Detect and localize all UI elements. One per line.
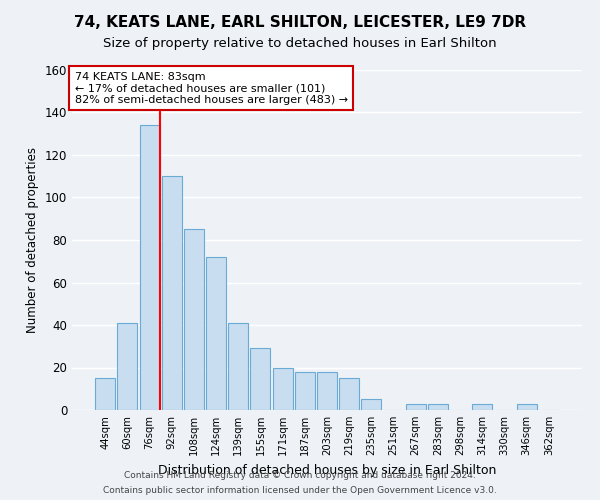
Bar	[295, 372, 315, 410]
Bar	[339, 378, 359, 410]
X-axis label: Distribution of detached houses by size in Earl Shilton: Distribution of detached houses by size …	[158, 464, 496, 476]
Text: Contains HM Land Registry data © Crown copyright and database right 2024.: Contains HM Land Registry data © Crown c…	[124, 471, 476, 480]
Bar	[272, 368, 293, 410]
Bar	[228, 323, 248, 410]
Bar	[140, 125, 160, 410]
Bar	[184, 230, 204, 410]
Bar	[406, 404, 426, 410]
Bar	[162, 176, 182, 410]
Text: Contains public sector information licensed under the Open Government Licence v3: Contains public sector information licen…	[103, 486, 497, 495]
Bar	[317, 372, 337, 410]
Bar	[250, 348, 271, 410]
Y-axis label: Number of detached properties: Number of detached properties	[26, 147, 39, 333]
Bar	[118, 323, 137, 410]
Text: Size of property relative to detached houses in Earl Shilton: Size of property relative to detached ho…	[103, 38, 497, 51]
Bar	[428, 404, 448, 410]
Bar	[517, 404, 536, 410]
Bar	[206, 257, 226, 410]
Text: 74, KEATS LANE, EARL SHILTON, LEICESTER, LE9 7DR: 74, KEATS LANE, EARL SHILTON, LEICESTER,…	[74, 15, 526, 30]
Bar	[361, 400, 382, 410]
Bar	[95, 378, 115, 410]
Text: 74 KEATS LANE: 83sqm
← 17% of detached houses are smaller (101)
82% of semi-deta: 74 KEATS LANE: 83sqm ← 17% of detached h…	[74, 72, 347, 105]
Bar	[472, 404, 492, 410]
